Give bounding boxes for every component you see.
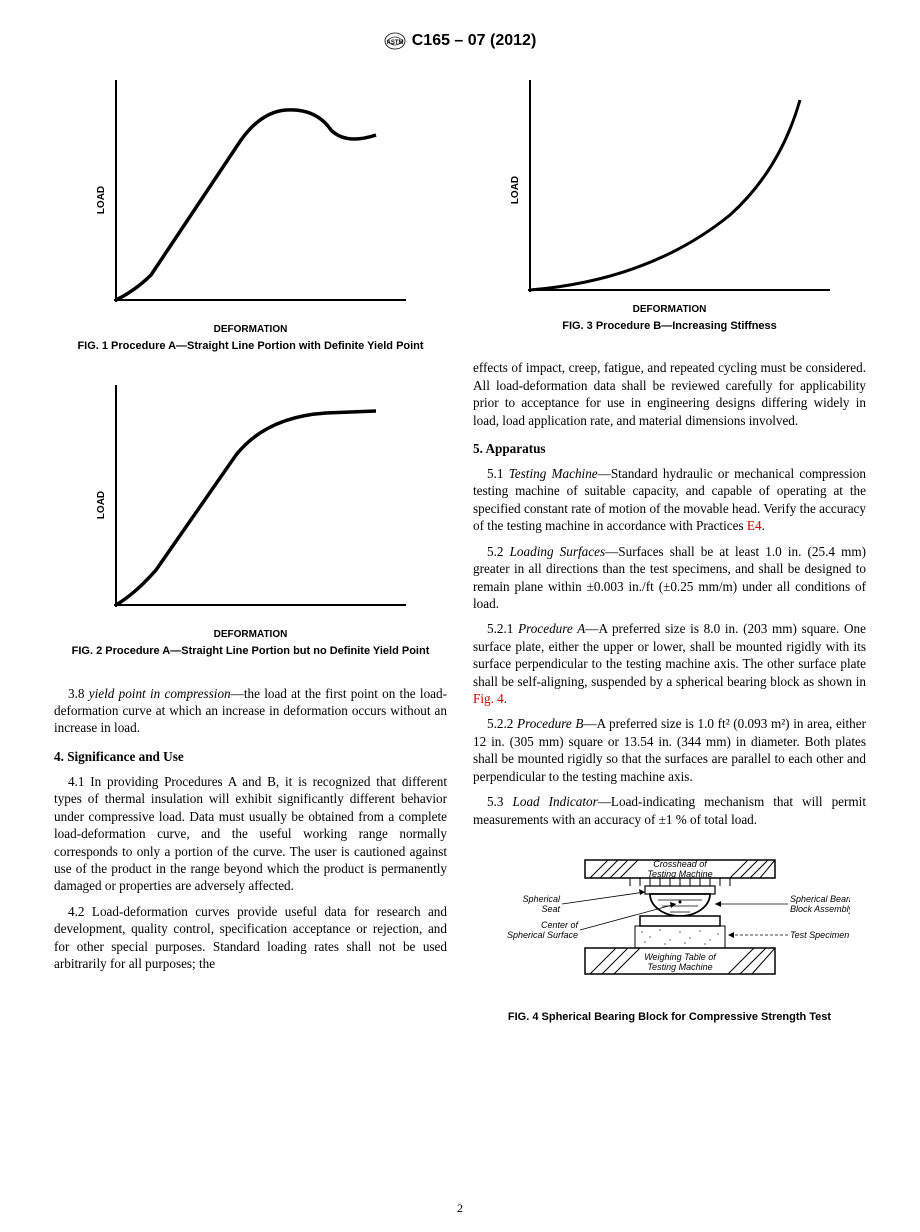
page-number: 2 [0, 1201, 920, 1216]
fig2-ylabel: LOAD [96, 491, 107, 519]
para-4-2: 4.2 Load-deformation curves provide usef… [54, 903, 447, 973]
svg-text:Seat: Seat [541, 904, 560, 914]
page-header: ASTM C165 – 07 (2012) [54, 30, 866, 52]
figure-2: LOAD DEFORMATION FIG. 2 Procedure A—Stra… [54, 375, 447, 658]
ref-fig4[interactable]: Fig. 4 [473, 691, 504, 706]
fig3-caption: FIG. 3 Procedure B—Increasing Stiffness [473, 319, 866, 333]
figure-3: LOAD DEFORMATION FIG. 3 Procedure B—Incr… [473, 70, 866, 333]
svg-text:Test Specimen: Test Specimen [790, 930, 849, 940]
figure-1: LOAD DEFORMATION FIG. 1 Procedure A—Stra… [54, 70, 447, 353]
svg-text:Spherical Bearing: Spherical Bearing [790, 894, 850, 904]
fig2-xlabel: DEFORMATION [54, 629, 447, 640]
standard-id: C165 – 07 (2012) [412, 32, 537, 50]
para-5-2: 5.2 Loading Surfaces—Surfaces shall be a… [473, 543, 866, 613]
heading-4: 4. Significance and Use [54, 749, 447, 765]
left-column: LOAD DEFORMATION FIG. 1 Procedure A—Stra… [54, 70, 447, 1024]
svg-text:Center of: Center of [540, 920, 579, 930]
fig3-xlabel: DEFORMATION [473, 304, 866, 315]
heading-5: 5. Apparatus [473, 441, 866, 457]
para-5-2-2: 5.2.2 Procedure B—A preferred size is 1.… [473, 715, 866, 785]
svg-text:Block Assembly: Block Assembly [790, 904, 850, 914]
fig1-caption: FIG. 1 Procedure A—Straight Line Portion… [54, 339, 447, 353]
figure-4: Crosshead of Testing Machine [473, 852, 866, 1024]
right-column: LOAD DEFORMATION FIG. 3 Procedure B—Incr… [473, 70, 866, 1024]
fig4-crosshead2: Testing Machine [647, 869, 712, 879]
fig1-ylabel: LOAD [96, 186, 107, 214]
fig1-xlabel: DEFORMATION [54, 324, 447, 335]
svg-text:Spherical Surface: Spherical Surface [506, 930, 577, 940]
fig2-caption: FIG. 2 Procedure A—Straight Line Portion… [54, 644, 447, 658]
svg-text:ASTM: ASTM [386, 40, 403, 46]
fig4-caption: FIG. 4 Spherical Bearing Block for Compr… [473, 1010, 866, 1024]
para-5-3: 5.3 Load Indicator—Load-indicating mecha… [473, 793, 866, 828]
para-4-2-cont: effects of impact, creep, fatigue, and r… [473, 359, 866, 429]
ref-e4[interactable]: E4 [747, 518, 762, 533]
fig3-ylabel: LOAD [510, 176, 521, 204]
fig4-table2: Testing Machine [647, 962, 712, 972]
para-5-1: 5.1 Testing Machine—Standard hydraulic o… [473, 465, 866, 535]
fig4-crosshead1: Crosshead of [653, 859, 708, 869]
fig4-table1: Weighing Table of [644, 952, 717, 962]
para-3-8: 3.8 yield point in compression—the load … [54, 685, 447, 737]
term-yield-point: yield point in compression [89, 686, 231, 701]
para-5-2-1: 5.2.1 Procedure A—A preferred size is 8.… [473, 620, 866, 707]
svg-text:Spherical: Spherical [522, 894, 561, 904]
astm-logo-icon: ASTM [384, 30, 406, 52]
para-4-1: 4.1 In providing Procedures A and B, it … [54, 773, 447, 895]
